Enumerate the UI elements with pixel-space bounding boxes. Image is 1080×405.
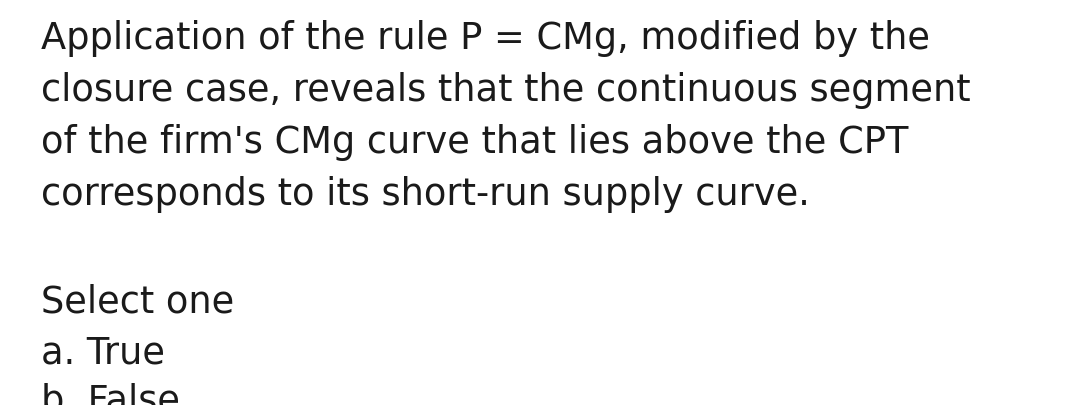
Text: a. True: a. True — [41, 334, 165, 371]
Text: Select one: Select one — [41, 284, 234, 320]
Text: b. False: b. False — [41, 383, 180, 405]
Text: Application of the rule P = CMg, modified by the
closure case, reveals that the : Application of the rule P = CMg, modifie… — [41, 20, 971, 213]
